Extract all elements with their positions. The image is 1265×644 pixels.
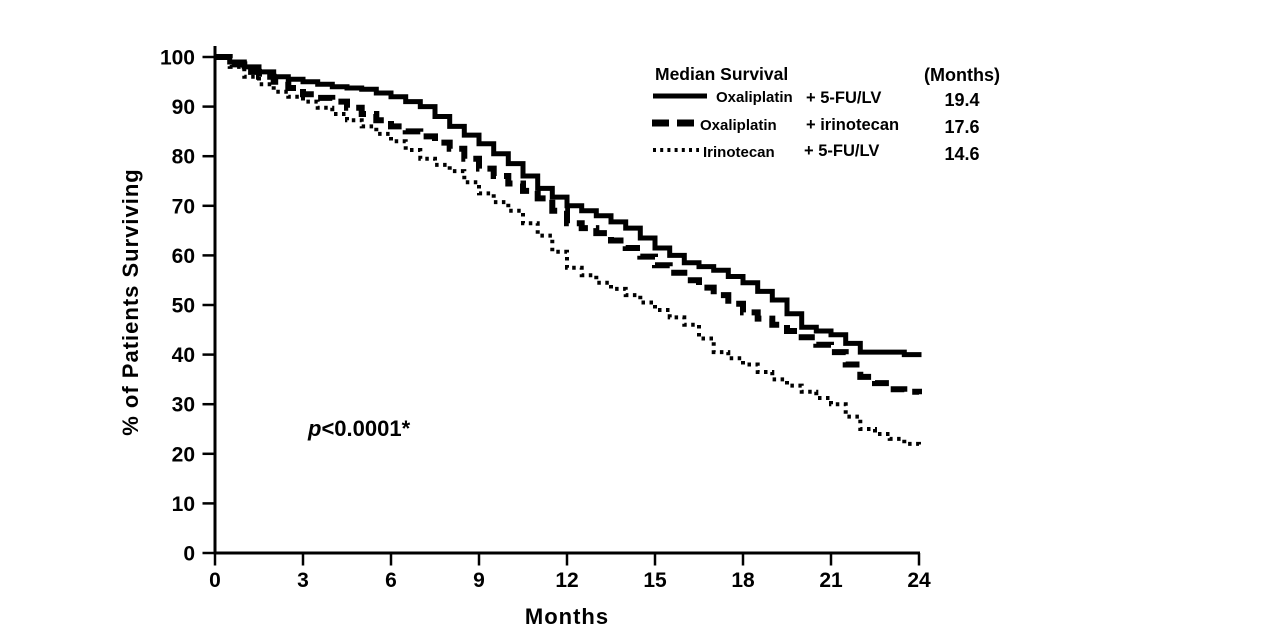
legend-series-suffix: + 5-FU/LV bbox=[806, 89, 881, 107]
x-tick-label: 21 bbox=[819, 569, 843, 592]
x-tick-label: 6 bbox=[385, 569, 397, 592]
x-axis-title: Months bbox=[525, 604, 609, 629]
legend-median-value: 17.6 bbox=[944, 117, 979, 137]
legend-header: Median Survival bbox=[655, 64, 788, 84]
x-tick-label: 24 bbox=[907, 569, 931, 592]
y-tick-label: 80 bbox=[172, 146, 195, 169]
legend-row-oxaliplatin-irinotecan: Oxaliplatin + irinotecan 17.6 bbox=[652, 116, 980, 137]
x-tick-label: 3 bbox=[297, 569, 309, 592]
x-tick-label: 0 bbox=[209, 569, 221, 592]
x-tick-label: 9 bbox=[473, 569, 485, 592]
y-tick-label: 0 bbox=[183, 543, 195, 566]
legend-series-suffix: + 5-FU/LV bbox=[804, 142, 879, 160]
legend-unit-header: (Months) bbox=[924, 65, 1000, 85]
y-tick-label: 70 bbox=[172, 195, 195, 218]
x-tick-label: 12 bbox=[555, 569, 578, 592]
legend-row-irinotecan-5fulv: Irinotecan + 5-FU/LV 14.6 bbox=[653, 142, 980, 164]
legend: Median Survival (Months) Oxaliplatin + 5… bbox=[652, 64, 1000, 164]
survival-curves bbox=[215, 54, 922, 449]
legend-series-name: Irinotecan bbox=[703, 144, 775, 161]
y-tick-label: 100 bbox=[160, 47, 195, 70]
y-tick-label: 60 bbox=[172, 245, 195, 268]
y-tick-label: 30 bbox=[172, 394, 195, 417]
x-tick-label: 15 bbox=[643, 569, 667, 592]
legend-row-oxaliplatin-5fulv: Oxaliplatin + 5-FU/LV 19.4 bbox=[653, 89, 980, 110]
legend-median-value: 19.4 bbox=[944, 90, 979, 110]
y-tick-label: 20 bbox=[172, 443, 195, 466]
y-axis-title: % of Patients Surviving bbox=[118, 168, 143, 436]
y-tick-label: 10 bbox=[172, 493, 195, 516]
survival-curve-irinotecan-5fulv bbox=[215, 55, 921, 449]
y-tick-label: 90 bbox=[172, 96, 195, 119]
axis-ticks: 0 10 20 30 40 50 60 70 80 90 100 0 3 6 9 12 15 18 21 24 bbox=[160, 47, 931, 593]
legend-series-suffix: + irinotecan bbox=[806, 116, 899, 134]
p-symbol: p bbox=[307, 416, 321, 441]
survival-curve-oxaliplatin-5fulv bbox=[215, 54, 922, 358]
survival-curve-oxaliplatin-irinotecan bbox=[215, 54, 922, 395]
legend-series-name: Oxaliplatin bbox=[700, 117, 777, 134]
p-value-text: <0.0001* bbox=[321, 416, 410, 441]
legend-series-name: Oxaliplatin bbox=[716, 89, 793, 106]
x-tick-label: 18 bbox=[731, 569, 755, 592]
p-value-annotation: p<0.0001* bbox=[307, 416, 411, 441]
y-tick-label: 50 bbox=[172, 295, 195, 318]
legend-median-value: 14.6 bbox=[944, 144, 979, 164]
y-tick-label: 40 bbox=[172, 344, 195, 367]
